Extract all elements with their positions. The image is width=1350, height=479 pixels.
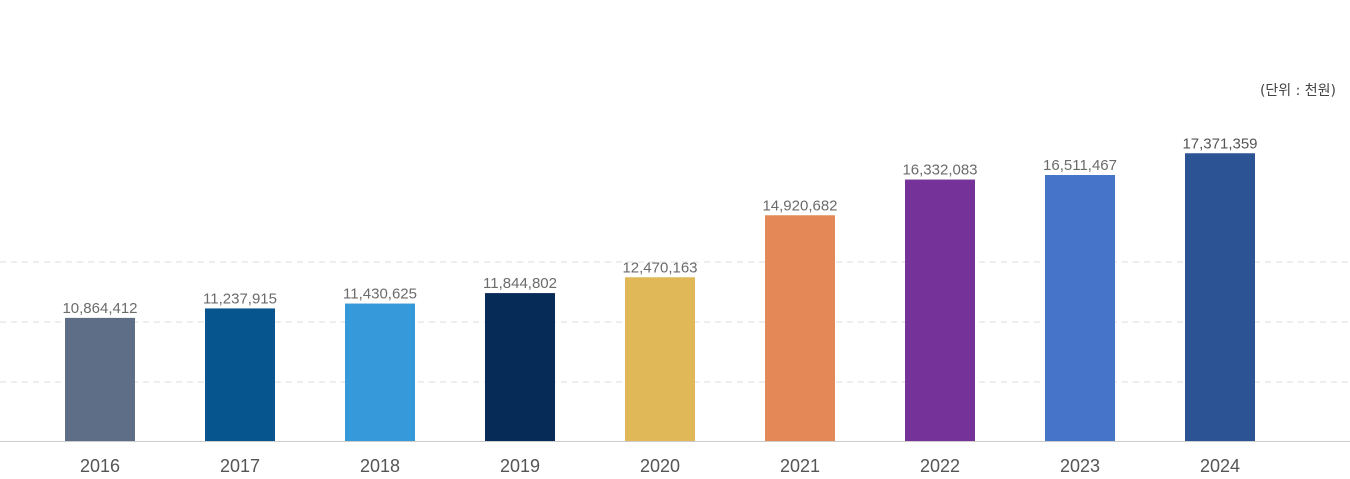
unit-label: (단위 : 천원): [1259, 83, 1336, 99]
x-tick-2024: 2024: [1200, 456, 1240, 476]
x-tick-2023: 2023: [1060, 456, 1100, 476]
value-label-2017: 11,237,915: [203, 290, 277, 307]
bar-2023: [1045, 175, 1115, 441]
bar-2021: [765, 215, 835, 441]
value-label-2024: 17,371,359: [1182, 135, 1257, 152]
x-tick-2018: 2018: [360, 456, 400, 476]
value-labels: 10,864,412 11,237,915 11,430,625 11,844,802…: [62, 135, 1257, 317]
value-label-2016: 10,864,412: [62, 300, 137, 317]
bar-2019: [485, 293, 555, 441]
value-label-2022: 16,332,083: [902, 162, 977, 179]
bar-2022: [905, 179, 975, 442]
value-label-2023: 16,511,467: [1043, 157, 1117, 174]
x-tick-2022: 2022: [920, 456, 960, 476]
x-tick-2017: 2017: [220, 456, 260, 476]
value-label-2021: 14,920,682: [762, 197, 837, 214]
bar-2017: [205, 308, 275, 441]
value-label-2018: 11,430,625: [343, 286, 417, 303]
x-tick-2021: 2021: [780, 456, 820, 476]
bar-2024: [1185, 153, 1255, 441]
bar-2016: [65, 317, 135, 441]
x-axis-ticks: 2016 2017 2018 2019 2020 2021 2022 2023 2024: [80, 456, 1240, 476]
bar-2020: [625, 277, 695, 441]
x-tick-2019: 2019: [500, 456, 540, 476]
bar-2018: [345, 303, 415, 441]
value-label-2020: 12,470,163: [622, 259, 697, 276]
x-tick-2020: 2020: [640, 456, 680, 476]
x-tick-2016: 2016: [80, 456, 120, 476]
bars: [65, 153, 1255, 442]
value-label-2019: 11,844,802: [483, 275, 557, 292]
